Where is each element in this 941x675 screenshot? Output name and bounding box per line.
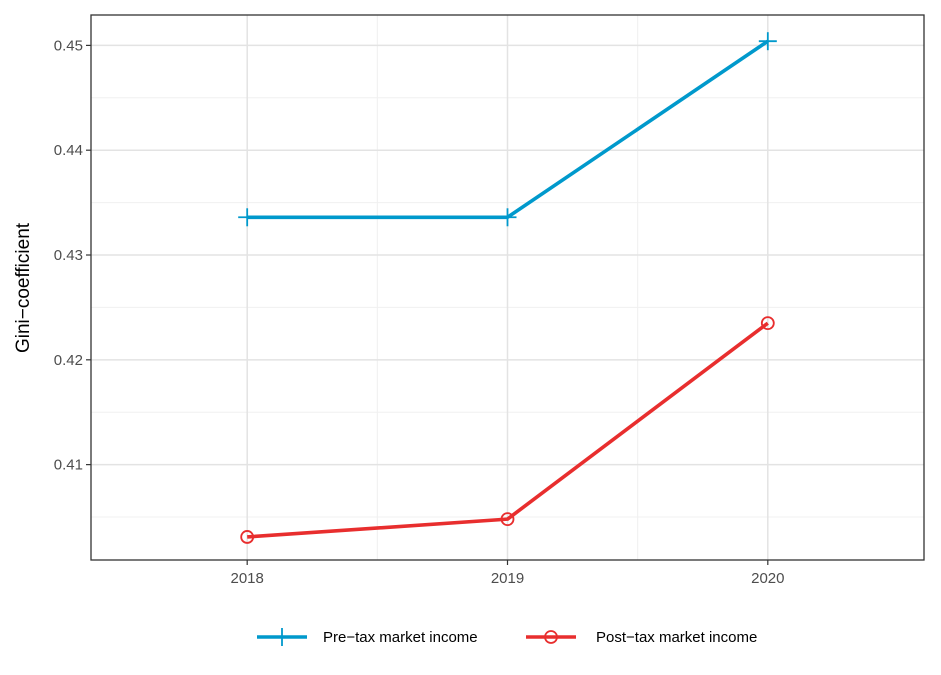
x-tick-label: 2019 [491,570,524,587]
data-point-2020 [760,316,775,331]
series-post-tax [240,316,775,544]
x-tick-label: 2018 [231,570,264,587]
data-point-2018 [238,208,257,227]
data-point-2019 [498,208,517,227]
legend-key-marker [544,630,558,644]
series-layer [238,32,777,544]
series-line [247,321,769,539]
y-tick-label: 0.44 [54,142,83,159]
legend-item: Pre−tax market income [257,628,478,646]
legend-item: Post−tax market income [526,629,757,646]
legend-key-marker [273,628,291,646]
series-pre-tax [238,32,777,227]
data-point-2018 [240,530,255,544]
legend: Pre−tax market income Post−tax market inc… [257,628,757,646]
data-point-2020 [758,32,777,51]
legend-label: Post−tax market income [596,629,757,646]
x-tick-label: 2020 [751,570,784,587]
data-point-2019 [500,512,515,527]
y-axis-title: Gini−coefficient [13,222,34,353]
y-tick-label: 0.43 [54,247,83,264]
y-tick-label: 0.45 [54,37,83,54]
major-gridlines [91,15,924,560]
y-tick-label: 0.41 [54,457,83,474]
legend-label: Pre−tax market income [323,629,478,646]
y-axis: 0.41 0.42 0.43 0.44 0.45 [54,37,91,474]
y-tick-label: 0.42 [54,352,83,369]
x-axis: 2018 2019 2020 [231,560,785,587]
